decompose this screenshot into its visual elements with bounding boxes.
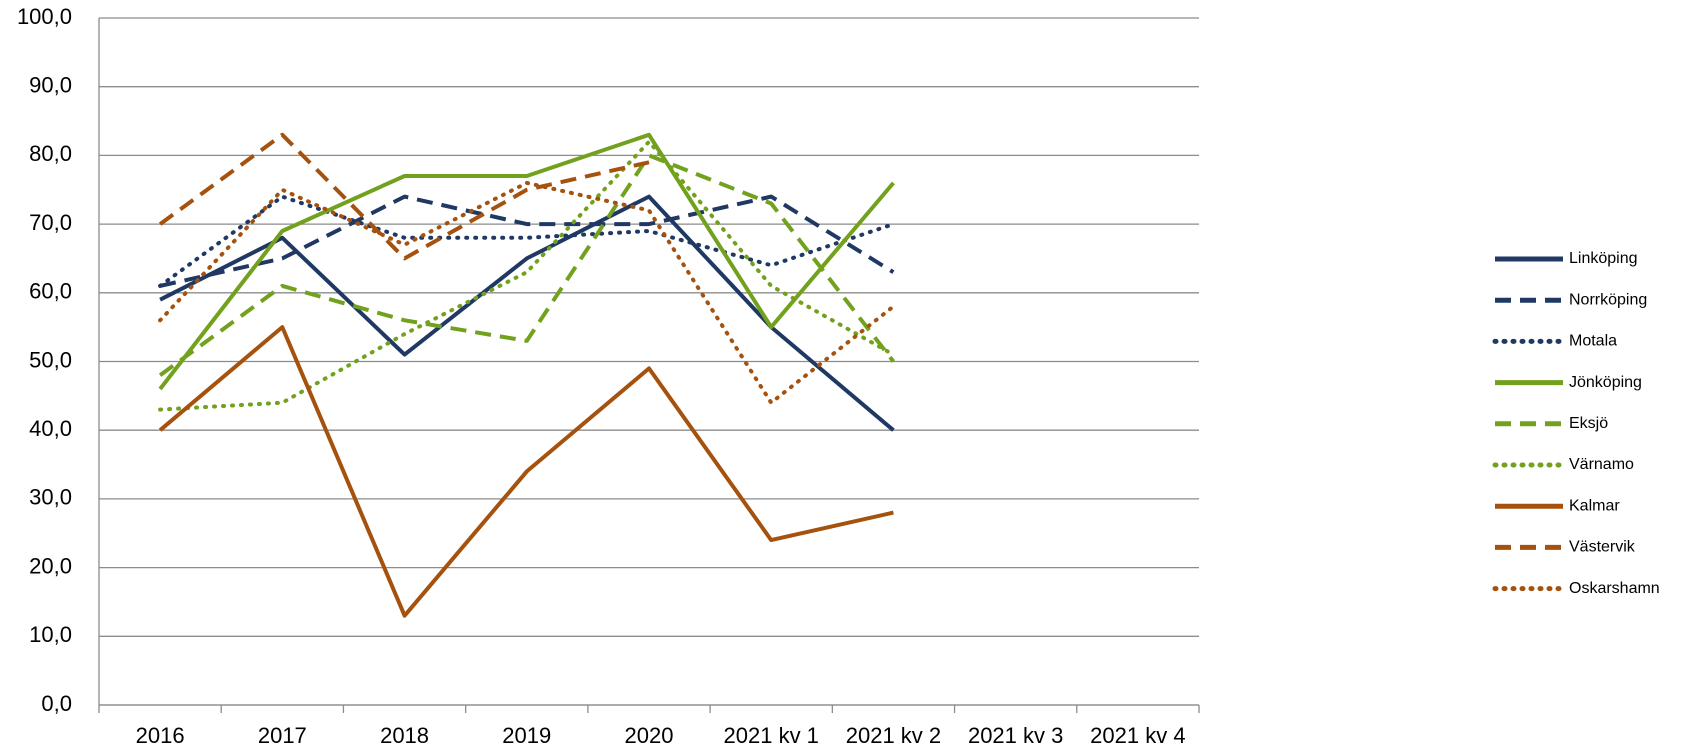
series-line xyxy=(159,194,895,288)
legend-label: Värnamo xyxy=(1569,456,1634,473)
y-tick-label: 80,0 xyxy=(29,141,72,166)
y-tick-label: 60,0 xyxy=(29,279,72,304)
series-line xyxy=(158,194,896,288)
x-tick-label: 2021 kv 3 xyxy=(968,723,1063,748)
y-tick-label: 90,0 xyxy=(29,73,72,98)
x-tick-label: 2016 xyxy=(136,723,185,748)
x-tick-label: 2019 xyxy=(502,723,551,748)
y-tick-label: 50,0 xyxy=(29,347,72,372)
series-line xyxy=(158,180,896,405)
x-tick-label: 2021 kv 2 xyxy=(846,723,941,748)
legend-label: Västervik xyxy=(1569,539,1636,556)
x-tick-label: 2018 xyxy=(380,723,429,748)
y-tick-label: 0,0 xyxy=(41,691,72,716)
series-line xyxy=(158,325,894,618)
y-tick-label: 70,0 xyxy=(29,210,72,235)
x-tick-label: 2021 kv 4 xyxy=(1090,723,1185,748)
series-line xyxy=(158,132,895,391)
series-line xyxy=(158,132,650,261)
legend-label: Motala xyxy=(1569,333,1617,350)
legend-label: Norrköping xyxy=(1569,291,1647,308)
x-tick-label: 2021 kv 1 xyxy=(724,723,819,748)
series-line xyxy=(158,139,896,412)
y-tick-label: 20,0 xyxy=(29,553,72,578)
y-tick-label: 40,0 xyxy=(29,416,72,441)
series-line xyxy=(158,153,895,377)
legend-label: Oskarshamn xyxy=(1569,580,1660,597)
legend-label: Linköping xyxy=(1569,250,1638,267)
legend-label: Eksjö xyxy=(1569,415,1608,432)
y-tick-label: 100,0 xyxy=(17,4,72,29)
x-tick-label: 2017 xyxy=(258,723,307,748)
legend-label: Jönköping xyxy=(1569,374,1642,391)
y-tick-label: 10,0 xyxy=(29,622,72,647)
y-tick-label: 30,0 xyxy=(29,485,72,510)
legend-label: Kalmar xyxy=(1569,497,1620,514)
x-tick-label: 2020 xyxy=(625,723,674,748)
